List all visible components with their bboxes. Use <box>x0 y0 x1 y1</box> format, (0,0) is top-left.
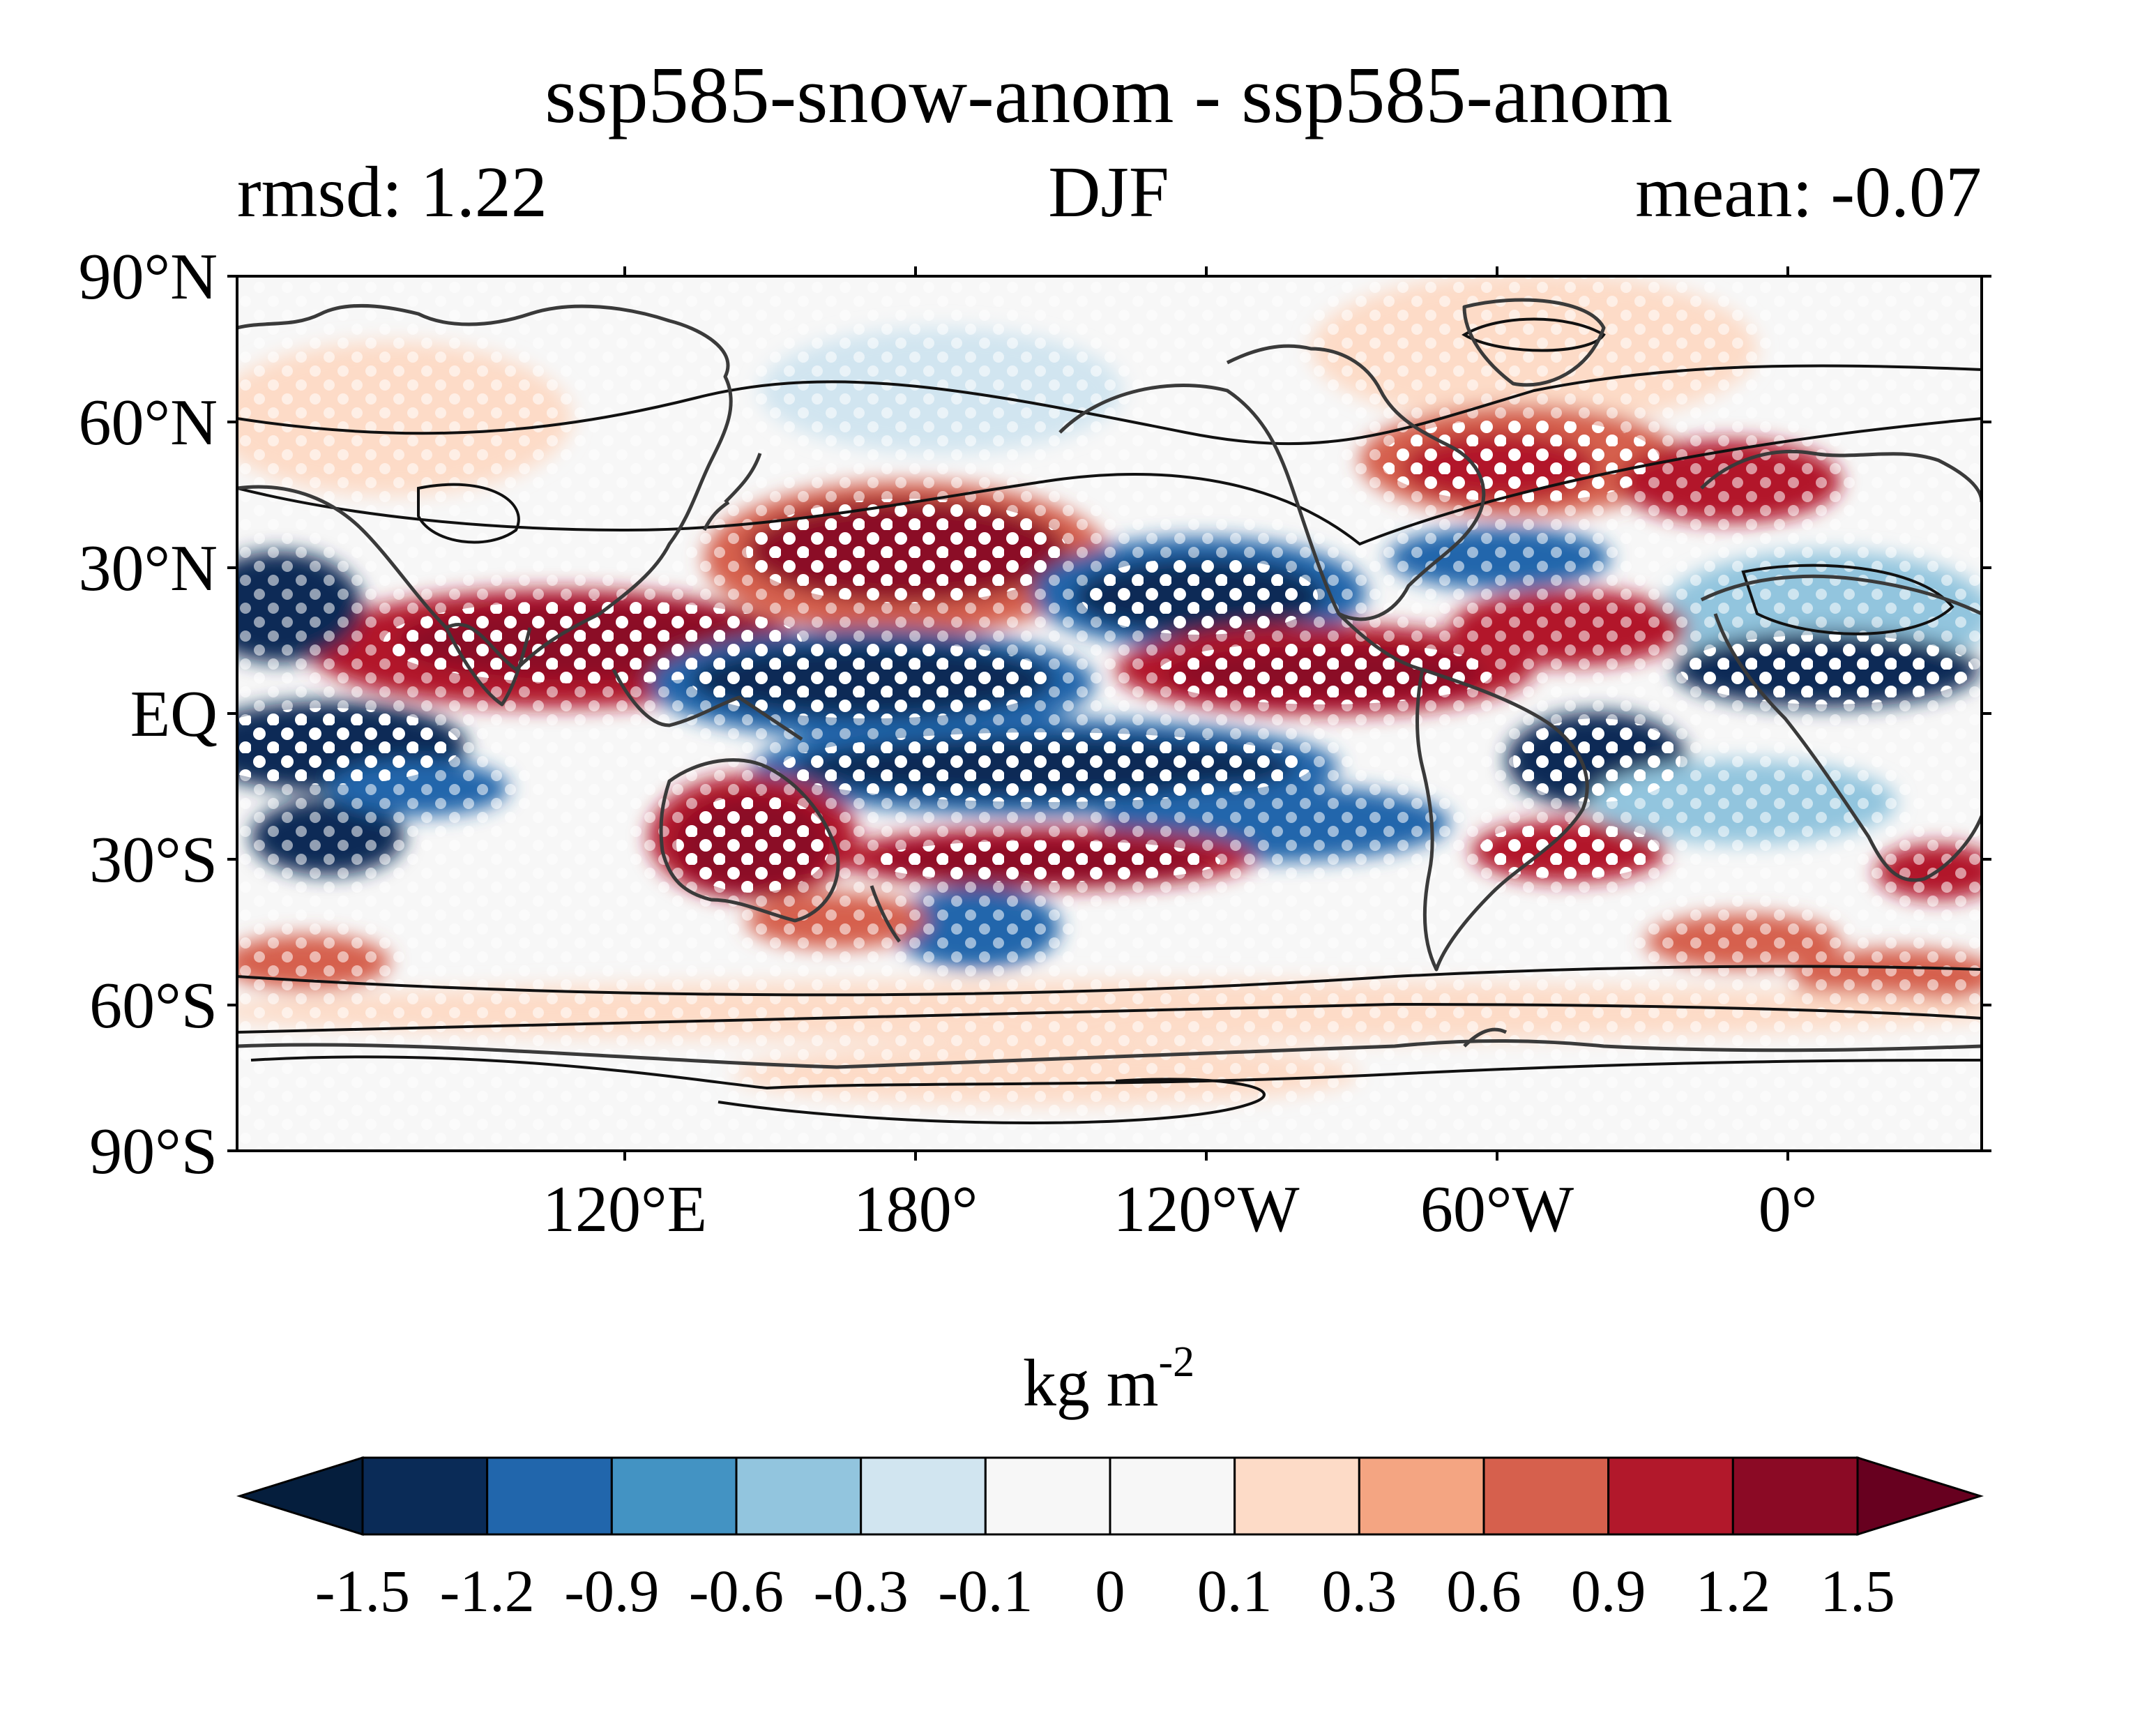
colorbar-segment <box>361 1456 489 1536</box>
unit-superscript: -2 <box>1159 1338 1195 1386</box>
colorbar-tick-label: 0.3 <box>1322 1557 1397 1624</box>
colorbar-tick-label: -1.2 <box>440 1557 535 1624</box>
figure-title: ssp585-snow-anom - ssp585-anom <box>545 51 1672 140</box>
axis-ticks: 90°N 60°N 30°N EQ 30°S 60°S 90°S 120°E 180° 120°W… <box>79 241 1991 1246</box>
colorbar-tick-label: 1.2 <box>1696 1557 1771 1624</box>
lat-tick-label: 90°S <box>89 1115 218 1188</box>
colorbar-tick-label: -0.3 <box>814 1557 909 1624</box>
coast-central-america <box>1337 612 1423 672</box>
lon-tick-label: 0° <box>1759 1173 1818 1246</box>
lat-tick-label: 60°N <box>79 386 218 459</box>
stippling-faint <box>237 276 1982 1151</box>
map-panel <box>237 276 1982 1151</box>
colorbar-segment <box>1233 1456 1360 1536</box>
colorbar-segment <box>1109 1456 1236 1536</box>
coast-new-zealand <box>870 885 902 943</box>
coast-india <box>444 626 532 707</box>
lat-tick-label: 90°N <box>79 241 218 313</box>
colorbar-segment <box>860 1456 987 1536</box>
unit-main: kg m <box>1023 1345 1159 1420</box>
colorbar-tick-label: 0 <box>1095 1557 1125 1624</box>
coast-australia <box>659 758 840 923</box>
colorbar-tick-label: -0.1 <box>938 1557 1033 1624</box>
colorbar-tick-label: 0.6 <box>1446 1557 1521 1624</box>
colorbar-extend-high <box>1856 1456 1984 1537</box>
colorbar-extend-low <box>236 1456 364 1537</box>
coastlines <box>237 298 1982 1069</box>
season-label: DJF <box>1048 152 1169 232</box>
colorbar-segment <box>610 1456 738 1536</box>
colorbar-segment <box>1731 1456 1859 1536</box>
colorbar-tick-label: -0.9 <box>564 1557 659 1624</box>
lat-tick-label: 60°S <box>89 969 218 1042</box>
colorbar-tick-label: -0.6 <box>689 1557 784 1624</box>
coast-se-asia <box>612 668 803 741</box>
coast-north-america <box>1058 344 1486 621</box>
lon-tick-label: 120°W <box>1113 1173 1300 1246</box>
colorbar-unit-label: kg m-2 <box>1023 1338 1194 1420</box>
colorbar-tick-label: -1.5 <box>315 1557 410 1624</box>
lat-tick-label: 30°S <box>89 824 218 896</box>
coast-antarctic-peninsula <box>1463 1027 1508 1048</box>
lon-tick-label: 120°E <box>542 1173 707 1246</box>
coast-south-america <box>1415 667 1589 972</box>
coast-greenland <box>1462 298 1606 387</box>
lon-tick-label: 60°W <box>1420 1173 1574 1246</box>
colorbar-segment <box>1607 1456 1734 1536</box>
colorbar: -1.5 -1.2 -0.9 -0.6 -0.3 -0.1 0 0.1 0.3 0.6 0.9 1.2… <box>236 1456 1984 1624</box>
coast-europe-africa <box>1700 450 1982 882</box>
stippling-strong <box>237 418 1973 893</box>
lat-tick-label: 30°N <box>79 532 218 605</box>
colorbar-tick-label: 0.9 <box>1571 1557 1646 1624</box>
contour-lines <box>237 317 1982 1124</box>
coast-eurasia <box>237 304 733 672</box>
colorbar-tick-label: 0.1 <box>1197 1557 1273 1624</box>
mean-label: mean: -0.07 <box>1635 152 1982 232</box>
colorbar-tick-label: 1.5 <box>1820 1557 1895 1624</box>
colorbar-segment <box>735 1456 863 1536</box>
colorbar-segment <box>984 1456 1111 1536</box>
colorbar-segment <box>1482 1456 1610 1536</box>
colorbar-segment <box>486 1456 613 1536</box>
lon-tick-label: 180° <box>853 1173 978 1246</box>
rmsd-label: rmsd: 1.22 <box>237 152 547 232</box>
colorbar-segment <box>1358 1456 1485 1536</box>
lat-tick-label: EQ <box>130 678 218 750</box>
coast-japan <box>702 453 762 531</box>
coast-antarctica <box>237 1039 1982 1069</box>
